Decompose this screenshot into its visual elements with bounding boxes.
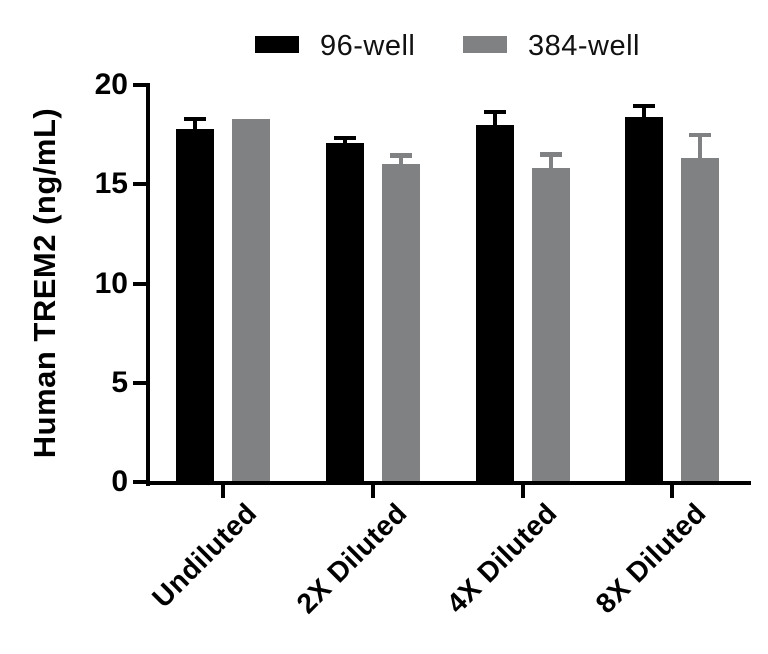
error-bar-stem xyxy=(697,133,703,164)
y-tick-label: 0 xyxy=(111,465,128,498)
x-category-label: 2X Diluted xyxy=(290,497,413,620)
y-tick-label: 5 xyxy=(111,365,128,399)
error-bar-stem xyxy=(342,136,348,148)
error-bar-stem xyxy=(398,154,404,170)
bar-384-well-2X Diluted xyxy=(382,164,420,484)
error-bar-cap xyxy=(390,153,412,158)
bar-96-well-4X Diluted xyxy=(476,124,514,484)
error-bar-stem xyxy=(641,104,647,122)
x-axis-line xyxy=(146,481,751,485)
bar-384-well-8X Diluted xyxy=(681,158,719,484)
error-bar-stem xyxy=(192,117,198,134)
legend-label-384-well: 384-well xyxy=(528,30,640,62)
x-tick xyxy=(521,485,525,498)
error-bar-stem xyxy=(548,153,554,174)
bar-384-well-Undiluted xyxy=(232,118,270,484)
error-bar-stem xyxy=(492,110,498,130)
y-tick xyxy=(133,281,146,286)
y-axis-line xyxy=(146,83,150,486)
y-tick xyxy=(133,380,146,385)
bar-384-well-4X Diluted xyxy=(532,168,570,484)
bar-96-well-Undiluted xyxy=(176,128,214,484)
x-category-label: Undiluted xyxy=(146,497,263,614)
legend-swatch-384-well xyxy=(463,36,507,53)
legend-label-96-well: 96-well xyxy=(320,30,416,62)
x-tick xyxy=(221,485,225,498)
y-tick xyxy=(133,83,146,87)
y-tick xyxy=(133,182,146,187)
error-bar-cap xyxy=(633,103,655,109)
legend-swatch-96-well xyxy=(255,36,299,53)
y-tick-label: 15 xyxy=(94,167,128,201)
y-tick-label: 10 xyxy=(94,266,128,300)
x-category-label: 8X Diluted xyxy=(589,497,712,620)
bar-96-well-8X Diluted xyxy=(625,116,663,484)
y-tick xyxy=(133,480,146,484)
error-bar-cap xyxy=(689,132,711,138)
x-tick xyxy=(670,485,674,498)
x-category-label: 4X Diluted xyxy=(440,497,563,620)
x-tick xyxy=(371,485,375,498)
y-tick-label: 20 xyxy=(94,68,128,101)
bar-96-well-2X Diluted xyxy=(326,142,364,484)
error-bar-cap xyxy=(334,135,356,141)
error-bar-cap xyxy=(540,152,562,157)
error-bar-cap xyxy=(184,116,206,122)
error-bar-cap xyxy=(484,109,506,115)
